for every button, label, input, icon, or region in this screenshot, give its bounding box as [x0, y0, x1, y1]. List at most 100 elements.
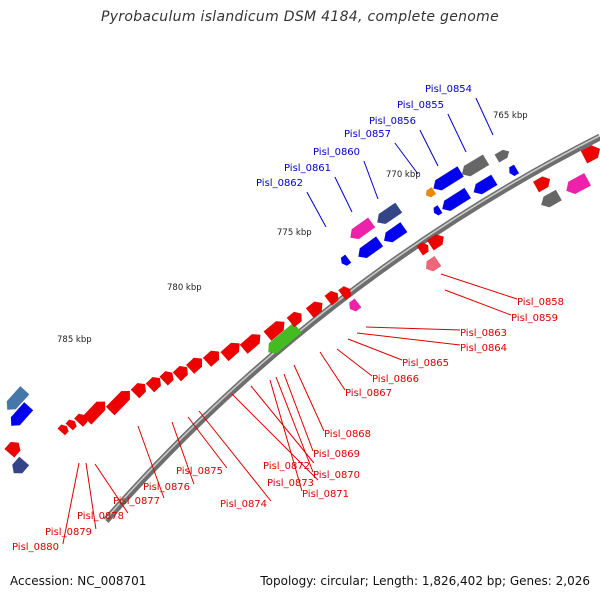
gene-label: Pisl_0878: [77, 511, 124, 522]
gene-feature: [383, 221, 408, 243]
gene-feature: [425, 186, 437, 198]
gene-feature: [532, 176, 551, 193]
leader-line: [365, 326, 461, 331]
gene-feature: [159, 371, 174, 386]
leader-line: [293, 364, 325, 432]
gene-feature: [4, 441, 21, 458]
gene-feature: [10, 401, 34, 426]
gene-feature: [263, 320, 285, 342]
gene-label: Pisl_0875: [176, 466, 223, 477]
gene-feature: [580, 145, 600, 164]
gene-label: Pisl_0874: [220, 499, 267, 510]
gene-feature: [494, 149, 510, 163]
gene-feature: [509, 164, 520, 177]
gene-feature: [6, 385, 30, 410]
gene-feature: [65, 419, 77, 431]
gene-label: Pisl_0863: [460, 328, 507, 339]
scale-label: 765 kbp: [493, 111, 528, 121]
leader-line: [283, 373, 314, 452]
gene-label: Pisl_0868: [324, 429, 371, 440]
gene-layer: [4, 145, 600, 474]
gene-feature: [202, 350, 220, 368]
leader-line: [85, 462, 97, 530]
gene-feature: [433, 166, 465, 191]
scale-label: 770 kbp: [386, 170, 421, 180]
gene-label-layer: Pisl_0854 Pisl_0855 Pisl_0856 Pisl_0857 Pisl…: [12, 84, 564, 553]
gene-feature: [57, 424, 69, 436]
gene-label: Pisl_0854: [425, 84, 472, 95]
gene-feature: [358, 236, 384, 259]
gene-feature: [473, 174, 498, 195]
gene-feature: [442, 187, 472, 212]
gene-feature: [145, 376, 162, 393]
gene-feature: [540, 189, 563, 208]
scale-label: 785 kbp: [57, 335, 92, 345]
scale-label: 780 kbp: [167, 283, 202, 293]
gene-feature: [416, 242, 429, 256]
gene-feature: [105, 390, 131, 416]
gene-label: Pisl_0870: [313, 470, 360, 481]
gene-feature: [324, 290, 339, 306]
genome-summary-text: Topology: circular; Length: 1,826,402 bp…: [260, 574, 590, 588]
leader-line: [198, 410, 272, 502]
gene-feature: [130, 382, 147, 399]
gene-label: Pisl_0872: [263, 461, 310, 472]
gene-feature: [82, 401, 106, 425]
leader-line: [187, 416, 228, 469]
gene-feature: [433, 204, 443, 216]
leader-line: [394, 142, 419, 175]
leader-line: [171, 421, 195, 485]
leader-line-layer: [62, 97, 518, 545]
leader-line: [62, 462, 80, 545]
gene-label: Pisl_0867: [345, 388, 392, 399]
gene-feature: [239, 333, 261, 355]
gene-feature: [426, 234, 444, 251]
gene-feature: [338, 285, 352, 301]
gene-label: Pisl_0862: [256, 178, 303, 189]
leader-line: [250, 385, 315, 464]
gene-label: Pisl_0855: [397, 100, 444, 111]
gene-feature: [340, 254, 352, 267]
leader-line: [306, 191, 327, 228]
leader-line: [363, 160, 379, 200]
gene-label: Pisl_0877: [113, 496, 160, 507]
leader-line: [447, 113, 467, 153]
accession-text: Accession: NC_008701: [10, 574, 147, 588]
gene-label: Pisl_0860: [313, 147, 360, 158]
backbone-ring: [103, 133, 600, 523]
leader-line: [269, 379, 303, 492]
leader-line: [336, 348, 373, 377]
gene-label: Pisl_0864: [460, 343, 507, 354]
gene-label: Pisl_0869: [313, 449, 360, 460]
leader-line: [475, 97, 494, 136]
leader-line: [347, 338, 403, 361]
gene-feature: [268, 322, 303, 354]
gene-feature: [461, 154, 490, 177]
gene-label: Pisl_0866: [372, 374, 419, 385]
leader-line: [231, 393, 319, 481]
map-title: Pyrobaculum islandicum DSM 4184, complet…: [100, 9, 500, 25]
gene-label: Pisl_0858: [517, 297, 564, 308]
gene-feature: [350, 217, 376, 240]
gene-label: Pisl_0879: [45, 527, 92, 538]
leader-line: [137, 425, 165, 499]
gene-feature: [220, 342, 240, 362]
leader-line: [94, 463, 129, 514]
leader-line: [419, 129, 439, 167]
gene-feature: [286, 311, 302, 328]
gene-feature: [349, 298, 362, 312]
gene-feature: [377, 202, 403, 225]
gene-label: Pisl_0871: [302, 489, 349, 500]
gene-label: Pisl_0857: [344, 129, 391, 140]
leader-line: [440, 273, 518, 300]
gene-feature: [185, 357, 203, 375]
backbone-highlight: [104, 135, 600, 521]
leader-line: [275, 376, 314, 473]
gene-label: Pisl_0865: [402, 358, 449, 369]
gene-feature: [566, 172, 592, 195]
leader-line: [356, 332, 461, 346]
leader-line: [319, 351, 346, 391]
gene-label: Pisl_0859: [511, 313, 558, 324]
gene-feature: [12, 456, 30, 474]
